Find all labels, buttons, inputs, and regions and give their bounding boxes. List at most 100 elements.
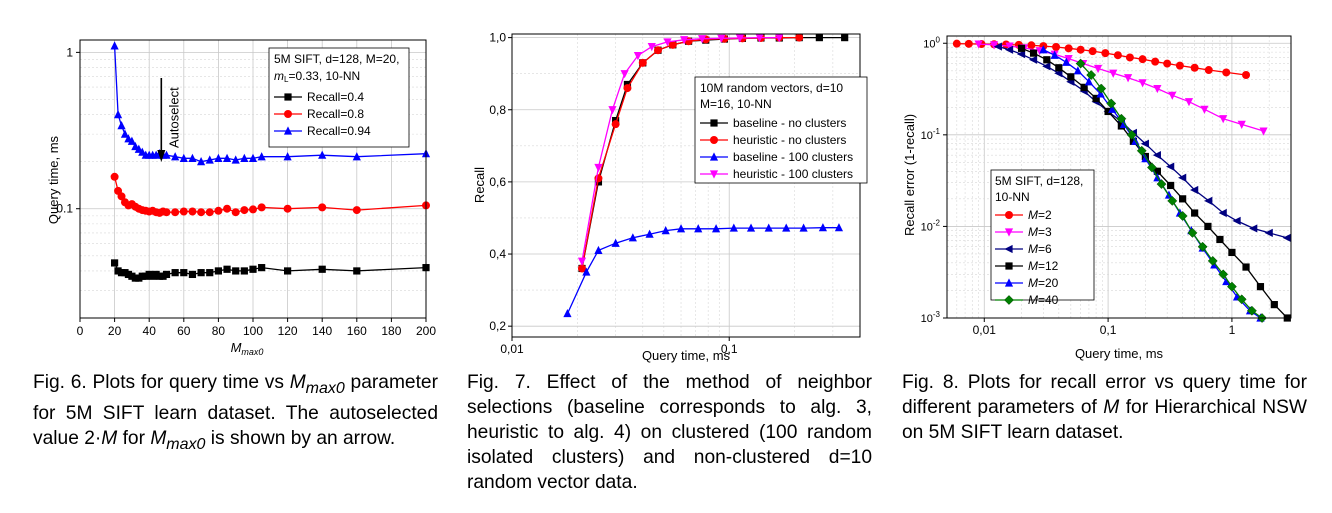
- fig7-data-point: [582, 267, 591, 276]
- chart-fig8: 0,01 0,1 1 10-3 10-2 10-1 100 Recall error (1…: [902, 35, 1292, 361]
- fig6-data-point: [171, 208, 180, 217]
- fig6-data-point: [249, 265, 257, 273]
- fig8-data-point: [1062, 57, 1071, 66]
- fig8-data-point: [1156, 179, 1167, 190]
- figure-8: 0,01 0,1 1 10-3 10-2 10-1 100 Recall error (1…: [895, 0, 1332, 365]
- fig6-data-point: [257, 203, 266, 212]
- fig7-data-point: [735, 34, 745, 43]
- fig8-data-point: [1216, 235, 1224, 244]
- legend: 5M SIFT, d=128, 10-NN M=2 M=3 M=6 M=12 M=20 M…: [990, 169, 1095, 307]
- fig7-legend-entry: heuristic - 100 clusters: [733, 167, 853, 181]
- x-tick-label: 80: [212, 324, 226, 338]
- fig8-data-point: [1005, 42, 1014, 51]
- fig8-data-point: [1146, 162, 1157, 173]
- fig8-data-point: [1204, 66, 1213, 75]
- fig8-data-point: [1184, 98, 1194, 107]
- fig7-data-point: [815, 34, 823, 42]
- fig8-data-point: [1027, 41, 1036, 50]
- fig7-data-point: [697, 35, 707, 44]
- figure-7: 0,01 0,1 0,2 0,4 0,6 0,8 1,0 Recall Query tim…: [455, 0, 885, 365]
- fig8-data-point: [1167, 181, 1175, 190]
- fig7-data-point: [645, 229, 654, 238]
- legend-marker: [284, 110, 292, 118]
- fig7-data-point: [594, 245, 603, 255]
- fig6-data-point: [353, 267, 361, 275]
- fig6-data-point: [179, 153, 188, 162]
- fig8-data-point: [1187, 227, 1198, 238]
- fig8-data-point: [952, 39, 961, 48]
- fig6-data-point: [318, 203, 327, 212]
- fig6-data-point: [249, 205, 257, 214]
- x-tick-label: 1: [1229, 323, 1236, 337]
- fig7-data-point: [633, 52, 643, 61]
- fig8-data-point: [1106, 98, 1117, 109]
- x-tick-label: 160: [347, 324, 367, 338]
- fig7-data-point: [594, 163, 603, 173]
- y-tick-label: 0,2: [489, 319, 506, 333]
- fig6-data-point: [283, 152, 292, 161]
- legend-marker: [1004, 244, 1013, 254]
- fig7-series-3: [577, 34, 784, 266]
- legend-header-line2: 10-NN: [995, 190, 1030, 204]
- y-tick-label: 10-3: [921, 310, 941, 325]
- fig8-series-5: [1075, 58, 1267, 323]
- fig6-data-point: [223, 265, 231, 273]
- fig8-data-point: [1232, 216, 1241, 225]
- fig6-data-point: [223, 204, 232, 213]
- fig7-data-point: [577, 264, 586, 273]
- x-tick-label: 0,01: [500, 342, 524, 356]
- fig8-data-point: [1236, 294, 1247, 305]
- fig8-data-point: [1242, 263, 1250, 271]
- legend-marker: [1005, 262, 1013, 270]
- y-axis-label: Recall: [472, 167, 487, 203]
- fig6-data-point: [188, 207, 197, 216]
- fig6-data-point: [110, 172, 119, 181]
- legend-marker: [709, 152, 719, 161]
- x-tick-label: 0,01: [973, 323, 997, 337]
- legend-header-line2: mL=0.33, 10-NN: [274, 69, 360, 84]
- y-tick-label: 0,6: [489, 175, 506, 189]
- fig8-data-point: [1204, 196, 1213, 205]
- legend-marker: [710, 119, 718, 127]
- fig8-data-point: [1242, 71, 1251, 80]
- legend-marker: [283, 126, 293, 135]
- legend: 10M random vectors, d=10 M=16, 10-NN bas…: [694, 76, 868, 184]
- fig7-series-line: [566, 227, 839, 314]
- fig8-data-point: [1218, 208, 1227, 218]
- fig6-data-point: [117, 192, 126, 201]
- fig8-data-point: [1167, 195, 1178, 206]
- fig7-data-point: [764, 223, 773, 232]
- fig8-data-point: [1073, 66, 1082, 75]
- fig6-data-point: [352, 206, 361, 215]
- fig8-data-point: [1076, 45, 1085, 54]
- fig8-data-point: [1177, 211, 1188, 221]
- fig6-data-point: [179, 207, 188, 216]
- legend-marker: [1004, 228, 1014, 237]
- fig7-data-point: [818, 223, 828, 232]
- fig7-data-point: [717, 34, 726, 43]
- fig8-data-point: [1050, 50, 1059, 59]
- fig7-data-point: [628, 233, 637, 242]
- x-axis-label: Query time, ms: [1075, 346, 1164, 361]
- fig8-data-point: [1096, 83, 1107, 94]
- fig6-data-point: [231, 155, 240, 164]
- fig8-data-point: [989, 41, 999, 50]
- fig7-data-point: [834, 223, 844, 232]
- fig6-data-point: [214, 206, 223, 215]
- fig8-data-point: [1108, 104, 1117, 113]
- fig8-data-point: [1138, 79, 1147, 88]
- fig7-data-point: [611, 238, 620, 247]
- fig7-data-point: [638, 58, 647, 67]
- fig7-data-point: [647, 43, 656, 52]
- fig8-data-point: [1256, 283, 1265, 291]
- fig6-series-1: [110, 172, 430, 217]
- fig6-data-point: [162, 208, 171, 217]
- fig7-data-point: [841, 34, 849, 42]
- fig8-data-point: [1028, 55, 1038, 64]
- fig6-data-point: [222, 153, 232, 162]
- fig8-data-point: [1136, 145, 1147, 156]
- fig8-data-point: [1101, 49, 1110, 58]
- fig7-data-point: [668, 40, 677, 49]
- fig7-legend-entry: baseline - no clusters: [733, 116, 846, 130]
- fig8-data-point: [1042, 62, 1051, 71]
